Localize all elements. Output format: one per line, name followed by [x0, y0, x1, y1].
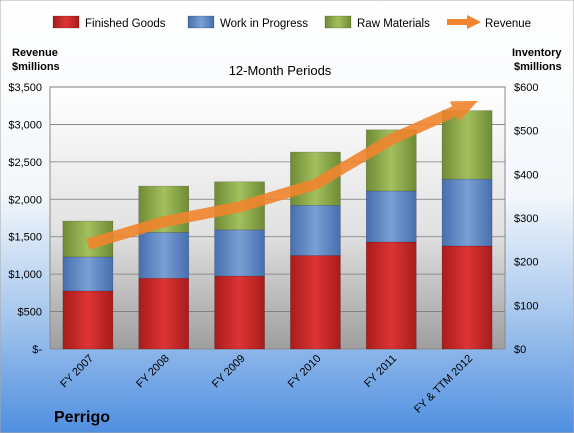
- bar-work-in-progress: [138, 232, 190, 279]
- legend-swatch-finished-goods: [52, 15, 80, 29]
- left-axis-title-line1: Revenue: [12, 47, 58, 59]
- right-tick-label: $200: [514, 257, 538, 269]
- revenue-line: [86, 100, 479, 250]
- legend-label-raw-materials: Raw Materials: [357, 18, 430, 30]
- bar-finished-goods: [62, 290, 114, 350]
- left-tick-label: $500: [18, 307, 42, 319]
- right-axis-ticks: $0 $100 $200 $300 $400 $500 $600: [514, 82, 538, 356]
- right-axis-title-line1: Inventory: [512, 47, 562, 59]
- bar-work-in-progress: [214, 229, 265, 277]
- bar-finished-goods: [290, 255, 341, 350]
- bar-work-in-progress: [290, 205, 341, 256]
- bar-finished-goods: [214, 275, 265, 350]
- left-tick-label: $3,500: [8, 82, 42, 94]
- company-name: Perrigo: [54, 409, 110, 426]
- right-tick-label: $300: [514, 213, 538, 225]
- bar-work-in-progress: [441, 178, 493, 247]
- bar-finished-goods: [365, 241, 417, 350]
- legend-arrowhead-revenue: [467, 15, 481, 29]
- legend-swatch-work-in-progress: [187, 15, 215, 29]
- left-tick-label: $-: [32, 344, 42, 356]
- right-tick-label: $600: [514, 82, 538, 94]
- right-tick-label: $400: [514, 169, 538, 181]
- chart-subtitle: 12-Month Periods: [229, 63, 332, 78]
- legend-label-revenue: Revenue: [485, 18, 531, 30]
- right-tick-label: $100: [514, 300, 538, 312]
- bar-finished-goods: [138, 277, 190, 350]
- legend-swatch-raw-materials: [324, 15, 352, 29]
- plot-area: [49, 86, 506, 350]
- left-tick-label: $1,000: [8, 269, 42, 281]
- right-tick-label: $500: [514, 126, 538, 138]
- bar-work-in-progress: [365, 190, 417, 243]
- revenue-line-group: [86, 100, 479, 250]
- bar-work-in-progress: [62, 256, 114, 292]
- right-axis-title-line2: $millions: [514, 61, 562, 73]
- legend-label-work-in-progress: Work in Progress: [220, 18, 308, 30]
- left-tick-label: $2,500: [8, 157, 42, 169]
- left-tick-label: $1,500: [8, 232, 42, 244]
- bar-raw-materials: [441, 110, 493, 180]
- legend: Finished Goods Work in Progress Raw Materi…: [52, 15, 531, 30]
- left-axis-ticks: $- $500 $1,000 $1,500 $2,000 $2,500 $3,000 $3,5…: [8, 82, 42, 356]
- left-axis-title-line2: $millions: [12, 61, 60, 73]
- right-tick-label: $0: [514, 344, 526, 356]
- left-tick-label: $2,000: [8, 194, 42, 206]
- left-tick-label: $3,000: [8, 119, 42, 131]
- bar-finished-goods: [441, 245, 493, 350]
- legend-label-finished-goods: Finished Goods: [85, 18, 166, 30]
